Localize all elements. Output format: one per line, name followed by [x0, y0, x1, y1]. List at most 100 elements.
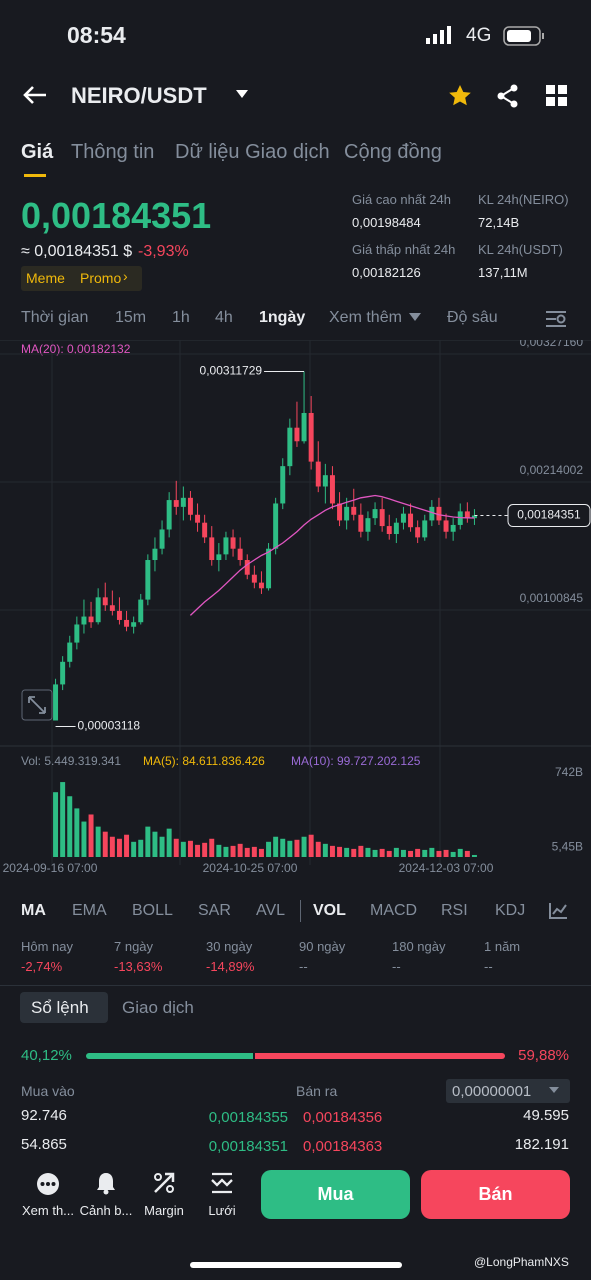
action-label[interactable]: Margin: [144, 1203, 184, 1218]
candle-body: [81, 616, 87, 625]
candle-body: [109, 605, 115, 611]
price-change: -3,93%: [138, 243, 189, 260]
volume-bar: [88, 814, 94, 857]
grid-bot-icon[interactable]: [211, 1172, 233, 1194]
network: 4G: [466, 25, 492, 46]
candle-body: [308, 412, 314, 462]
ma20-line: [189, 494, 475, 616]
precision-box[interactable]: [446, 1079, 570, 1103]
tab-bg: [20, 992, 108, 1023]
candle-body: [195, 514, 201, 523]
perf-value: -2,74%: [21, 959, 63, 974]
indicator-tab[interactable]: VOL: [313, 902, 346, 919]
action-label[interactable]: Lưới: [208, 1203, 236, 1218]
interval[interactable]: Độ sâu: [447, 309, 498, 326]
low-label: 0,00003118: [78, 719, 141, 733]
tag[interactable]: Promo: [80, 270, 122, 286]
volume-bar: [358, 845, 364, 857]
candle-body: [436, 506, 442, 521]
indicator-tab[interactable]: RSI: [441, 902, 468, 919]
vol-ma5-legend: MA(5): 84.611.836.426: [143, 754, 265, 768]
indicator-tab[interactable]: BOLL: [132, 902, 173, 919]
watermark: @LongPhamNXS: [474, 1255, 569, 1269]
tab[interactable]: Thông tin: [71, 141, 155, 163]
interval[interactable]: 15m: [115, 309, 147, 326]
home-indicator: [190, 1262, 402, 1268]
perf-label: Hôm nay: [21, 939, 74, 954]
ma-legend: MA(20): 0,00182132: [21, 342, 131, 356]
stat-label: Giá cao nhất 24h: [352, 192, 452, 207]
last-price: 0,00184351: [21, 195, 212, 236]
volume-bar: [116, 838, 122, 857]
stat-value: 72,14B: [478, 215, 520, 230]
action-label[interactable]: Cảnh b...: [79, 1203, 133, 1218]
candle-body: [386, 526, 392, 535]
candle-body: [415, 527, 421, 538]
alert-icon[interactable]: [95, 1171, 117, 1195]
volume-bar: [202, 842, 208, 857]
action-label[interactable]: Xem th...: [21, 1203, 75, 1218]
candle-body: [322, 475, 328, 487]
indicator-tab[interactable]: SAR: [198, 902, 231, 919]
candle-body: [173, 500, 179, 507]
favorite[interactable]: [447, 83, 473, 109]
orderbook-tab[interactable]: Sổ lệnh: [31, 998, 89, 1017]
perf-label: 90 ngày: [299, 939, 346, 954]
precision[interactable]: 0,00000001: [452, 1083, 532, 1100]
perf-value: --: [299, 959, 308, 974]
indicator-settings[interactable]: [548, 902, 568, 920]
indicator-tab[interactable]: AVL: [256, 902, 286, 919]
share[interactable]: [496, 84, 520, 108]
candle-body: [408, 513, 414, 528]
candle-body: [471, 515, 477, 519]
interval[interactable]: Thời gian: [21, 309, 89, 326]
candle-body: [116, 610, 122, 620]
orderbook-tab[interactable]: Giao dịch: [122, 998, 194, 1017]
volume-bar: [379, 848, 385, 857]
margin-icon[interactable]: [153, 1172, 175, 1194]
sell-ratio: 59,88%: [518, 1047, 569, 1064]
candle-body: [429, 506, 435, 521]
status-icons: [426, 26, 544, 46]
tab-indicator: [24, 174, 46, 177]
indicator-tab[interactable]: MA: [21, 902, 46, 919]
volume-bar: [280, 838, 286, 857]
indicator-tab[interactable]: MACD: [370, 902, 418, 919]
chart-settings[interactable]: [545, 309, 567, 329]
perf-label: 180 ngày: [392, 939, 446, 954]
pair-dropdown[interactable]: [235, 89, 249, 99]
tag[interactable]: Meme: [26, 270, 65, 286]
back-button[interactable]: [22, 84, 48, 106]
interval-dropdown: [409, 313, 421, 321]
volume-bar: [422, 849, 428, 857]
indicator-tab[interactable]: KDJ: [495, 902, 526, 919]
expand-button[interactable]: [21, 689, 53, 721]
y-tick-label: 0,00100845: [520, 591, 584, 605]
candle-body: [138, 599, 144, 623]
perf-value: -13,63%: [114, 959, 163, 974]
pair-title[interactable]: NEIRO/USDT: [71, 83, 207, 108]
y-tick-label: 0,00327160: [520, 340, 584, 349]
interval[interactable]: 1h: [172, 309, 190, 326]
volume-bar: [244, 847, 250, 857]
tab[interactable]: Giá: [21, 141, 54, 163]
candle-body: [450, 524, 456, 532]
candle-body: [358, 514, 364, 532]
buy-button[interactable]: Mua: [261, 1170, 410, 1219]
volume-bar: [464, 850, 470, 857]
interval[interactable]: 1ngày: [259, 309, 306, 326]
menu-grid[interactable]: [546, 85, 568, 107]
candle-body: [74, 624, 80, 643]
interval[interactable]: Xem thêm: [329, 309, 402, 326]
volume-bar: [287, 840, 293, 857]
tab[interactable]: Dữ liệu Giao dịch: [175, 141, 330, 163]
buy-ratio: 40,12%: [21, 1047, 72, 1064]
more-icon[interactable]: [36, 1172, 60, 1196]
candle-body: [280, 466, 286, 504]
tab[interactable]: Cộng đồng: [344, 141, 442, 163]
volume-bar: [131, 841, 137, 857]
indicator-tab[interactable]: EMA: [72, 902, 107, 919]
sell-button[interactable]: Bán: [421, 1170, 570, 1219]
interval[interactable]: 4h: [215, 309, 233, 326]
candle-body: [365, 518, 371, 532]
